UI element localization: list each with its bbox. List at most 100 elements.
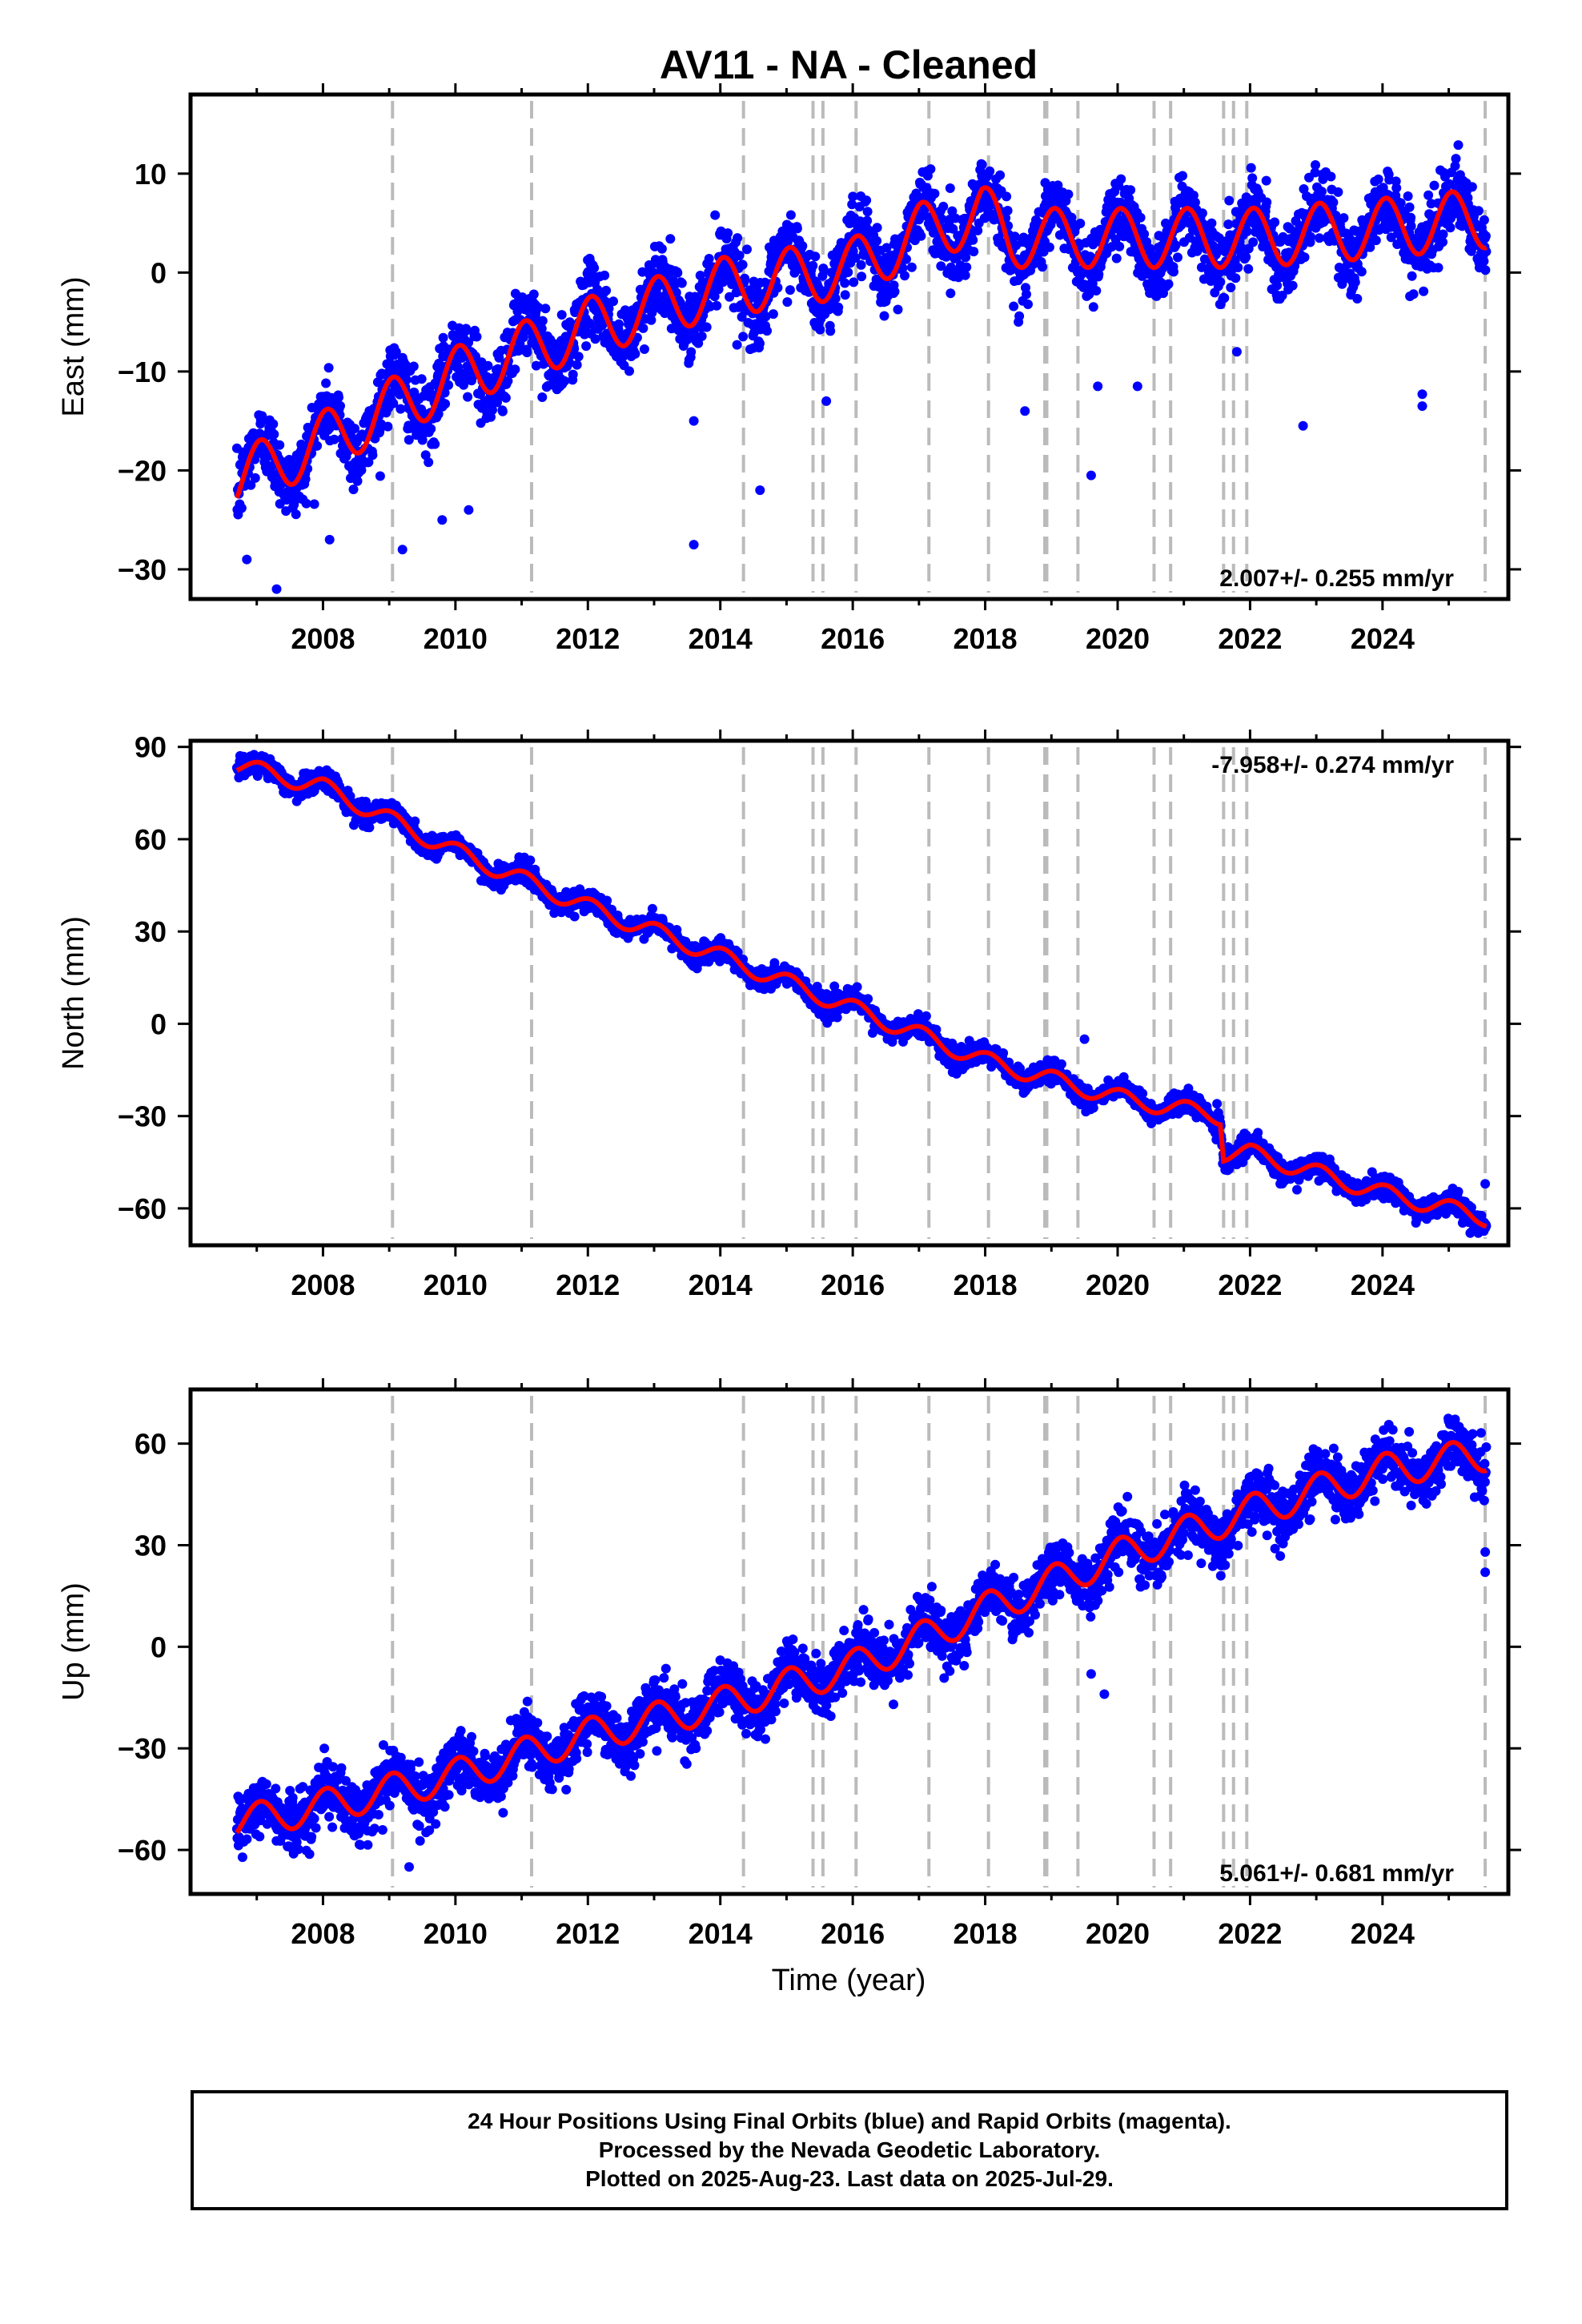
data-point [968,235,978,245]
data-point [525,855,536,866]
data-point [1029,259,1039,269]
data-point [510,364,520,375]
data-point [638,323,648,333]
outlier-point [242,554,252,565]
chart-title: AV11 - NA - Cleaned [660,42,1038,87]
y-tick-label: −10 [118,356,167,388]
data-points [231,140,1492,594]
data-point [704,254,714,263]
data-point [969,247,979,257]
data-point [1022,289,1031,300]
data-point [830,293,841,304]
outlier-point [1298,420,1308,431]
data-point [815,324,825,335]
data-point [537,316,548,326]
data-point [1197,208,1207,219]
data-point [755,338,765,348]
data-point [881,243,892,253]
data-point [1479,256,1489,267]
data-points [231,750,1492,1238]
data-point [1433,263,1443,273]
data-point [250,472,260,483]
data-point [1310,167,1320,178]
data-point [893,304,903,315]
data-point [863,994,873,1004]
outlier-point [1132,381,1142,392]
data-point [960,270,970,280]
data-point [1190,197,1200,207]
data-point [723,228,733,239]
data-point [533,302,544,312]
outlier-point [464,505,474,515]
data-point [1145,243,1155,254]
data-point [946,288,956,299]
data-point [500,392,511,403]
data-point [1270,217,1280,227]
data-point [1233,263,1243,272]
data-point [388,398,399,408]
data-point [1002,206,1013,215]
data-point [537,392,548,402]
x-tick-label: 2010 [424,622,488,655]
x-tick-label: 2022 [1218,622,1282,655]
data-point [464,337,474,348]
data-point [889,287,900,297]
data-point [843,267,853,277]
data-point [1391,183,1402,193]
data-point [467,376,476,386]
data-point [1087,279,1098,289]
data-point [1365,242,1375,252]
data-point [879,311,889,321]
data-point [738,332,749,342]
data-point [1403,191,1413,201]
data-point [1063,189,1074,199]
data-point [761,312,771,322]
data-point [850,253,861,263]
data-point [1277,291,1287,300]
data-point [600,270,610,280]
data-point [522,348,532,358]
y-tick-label: −20 [118,454,167,487]
data-point [600,296,611,307]
data-point [460,375,470,385]
x-tick-label: 2012 [556,622,620,655]
data-point [1215,277,1226,287]
data-point [733,233,743,243]
data-point [1395,198,1406,208]
data-point [897,263,908,273]
data-point [973,225,983,235]
data-point [1223,219,1234,230]
north-panel: 2008 2010 2012 2014 2016 2018 2020 2022 2024−60−… [57,730,1521,1301]
data-point [948,223,958,234]
data-point [329,434,339,444]
data-point [737,259,748,270]
outlier-point [397,545,408,555]
data-point [919,211,930,221]
data-point [1075,219,1086,228]
data-point [440,388,450,398]
data-point [639,344,649,354]
data-point [1473,206,1484,216]
data-point [1419,286,1429,296]
data-point [1207,218,1217,228]
data-point [581,341,592,352]
data-point [269,429,279,440]
outlier-point [1086,470,1096,480]
data-point [1404,202,1415,212]
data-point [463,392,473,402]
data-point [677,278,687,288]
data-point [1423,190,1434,200]
x-tick-label: 2024 [1351,622,1415,655]
data-point [604,304,614,314]
data-point [1114,241,1125,251]
y-tick-label: 10 [135,158,167,191]
data-point [1299,184,1309,194]
data-point [438,332,448,343]
data-point [1224,195,1235,206]
outlier-point [1417,401,1427,412]
data-point [1248,237,1259,247]
data-point [1246,163,1256,173]
data-point [301,498,311,509]
data-point [762,326,772,336]
